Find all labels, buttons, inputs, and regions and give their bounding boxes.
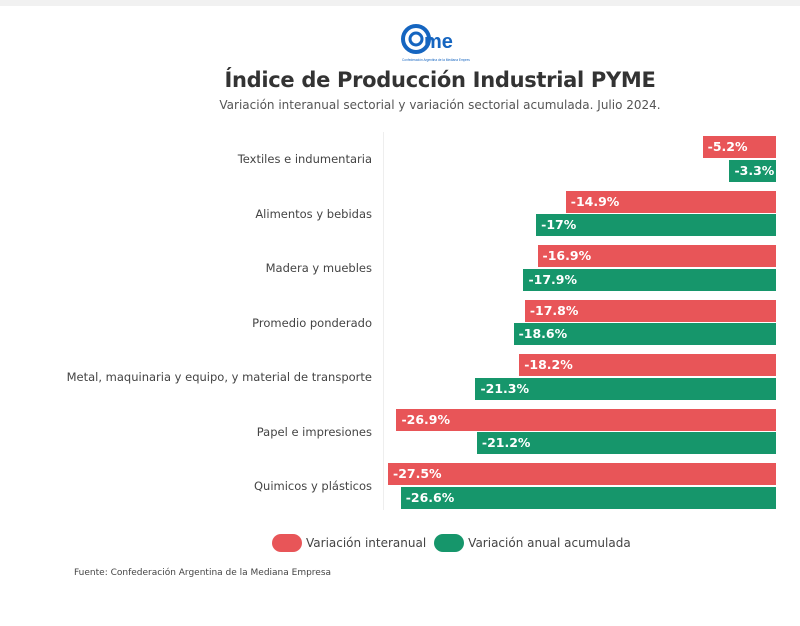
data-label: -21.2% bbox=[481, 435, 531, 450]
grid-line bbox=[383, 132, 384, 510]
legend-swatch-interanual bbox=[272, 534, 302, 552]
bar-interanual bbox=[388, 463, 776, 485]
bar-acumulada bbox=[513, 323, 776, 345]
bar-interanual bbox=[702, 136, 776, 158]
bar-acumulada bbox=[400, 486, 776, 509]
legend-swatch-acumulada bbox=[434, 534, 465, 552]
data-label: -26.6% bbox=[405, 489, 455, 505]
category-label: Promedio ponderado bbox=[252, 315, 372, 330]
bar-acumulada bbox=[476, 432, 776, 454]
came-logo: me Confederación Argentina de la Mediana… bbox=[401, 24, 470, 62]
data-label: -21.3% bbox=[480, 380, 530, 396]
data-label: -18.2% bbox=[524, 357, 573, 372]
data-label: -17.9% bbox=[528, 271, 577, 287]
legend-label-interanual: Variación interanual bbox=[306, 536, 427, 550]
bar-acumulada bbox=[729, 159, 776, 182]
data-label: -16.9% bbox=[542, 248, 592, 263]
top-bar bbox=[0, 0, 800, 6]
category-label: Madera y muebles bbox=[265, 261, 372, 275]
chart-title: Índice de Producción Industrial PYME bbox=[224, 68, 656, 92]
data-label: -18.6% bbox=[518, 326, 568, 341]
category-label: Alimentos y bebidas bbox=[255, 206, 372, 221]
category-label: Quimicos y plásticos bbox=[254, 479, 372, 493]
bar-interanual bbox=[565, 190, 776, 213]
category-label: Metal, maquinaria y equipo, y material d… bbox=[66, 370, 372, 384]
legend-label-acumulada: Variación anual acumulada bbox=[468, 536, 631, 550]
bar-acumulada bbox=[536, 214, 776, 236]
category-label: Textiles e indumentaria bbox=[237, 152, 372, 166]
chart-subtitle: Variación interanual sectorial y variaci… bbox=[219, 98, 661, 112]
bar-interanual bbox=[396, 408, 776, 431]
data-label: -27.5% bbox=[393, 466, 442, 481]
bar-interanual bbox=[524, 299, 776, 322]
data-label: -17% bbox=[541, 217, 577, 232]
bar-acumulada bbox=[523, 268, 776, 291]
bar-interanual bbox=[519, 354, 776, 376]
data-label: -17.8% bbox=[529, 302, 579, 318]
bar-acumulada bbox=[475, 377, 776, 400]
data-label: -3.3% bbox=[734, 162, 775, 178]
source-note: Fuente: Confederación Argentina de la Me… bbox=[74, 568, 332, 578]
data-label: -14.9% bbox=[570, 193, 620, 209]
category-label: Papel e impresiones bbox=[256, 424, 372, 439]
data-label: -26.9% bbox=[401, 411, 451, 427]
data-label: -5.2% bbox=[707, 139, 748, 154]
bar-interanual bbox=[537, 245, 776, 267]
svg-text:Confederación Argentina de la: Confederación Argentina de la Mediana Em… bbox=[402, 58, 470, 62]
svg-text:me: me bbox=[424, 31, 453, 53]
legend: Variación interanual Variación anual acu… bbox=[272, 534, 631, 552]
